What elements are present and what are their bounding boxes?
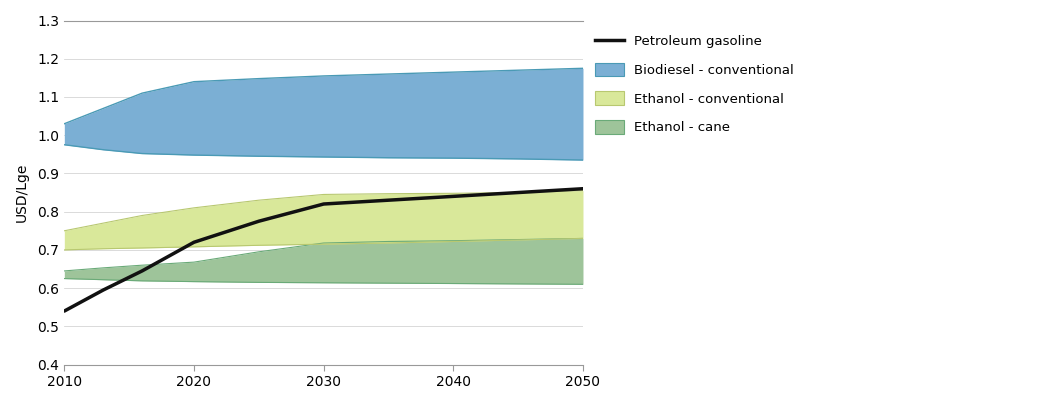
Legend: Petroleum gasoline, Biodiesel - conventional, Ethanol - conventional, Ethanol - : Petroleum gasoline, Biodiesel - conventi… [594,34,794,135]
Y-axis label: USD/Lge: USD/Lge [15,163,29,222]
